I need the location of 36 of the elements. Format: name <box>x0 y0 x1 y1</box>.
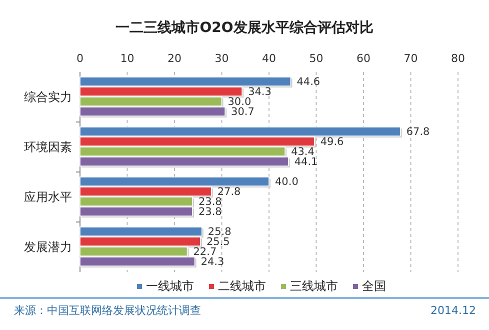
x-tick-label: 40 <box>262 52 276 65</box>
y-tick-label: 应用水平 <box>24 190 72 204</box>
data-label: 34.3 <box>248 86 272 98</box>
legend-label: 一线城市 <box>146 279 194 293</box>
x-tick-label: 20 <box>168 52 182 65</box>
x-tick-label: 10 <box>120 52 134 65</box>
data-label: 44.1 <box>294 156 318 168</box>
legend-label: 二线城市 <box>218 279 266 293</box>
x-tick-label: 80 <box>451 52 465 65</box>
text: 2014.12 <box>430 304 476 317</box>
data-label: 23.8 <box>198 206 222 218</box>
legend-label: 全国 <box>362 279 386 293</box>
data-label: 49.6 <box>320 136 344 148</box>
data-label: 67.8 <box>406 126 430 138</box>
data-label: 27.8 <box>217 186 241 198</box>
x-tick-label: 60 <box>356 52 370 65</box>
data-label: 30.0 <box>228 96 252 108</box>
source-note: 来源：中国互联网络发展状况统计调查 <box>14 304 201 317</box>
chart-title: 一二三线城市O2O发展水平综合评估对比 <box>116 19 374 36</box>
data-label: 25.8 <box>208 226 232 238</box>
y-tick-label: 发展潜力 <box>24 240 72 254</box>
data-label: 30.7 <box>231 106 254 118</box>
data-label: 22.7 <box>193 246 217 258</box>
legend-label: 三线城市 <box>290 279 338 293</box>
x-tick-label: 30 <box>214 52 229 65</box>
data-label: 24.3 <box>200 256 224 268</box>
x-tick-label: 0 <box>76 52 84 65</box>
y-tick-label: 环境因素 <box>24 140 72 154</box>
data-label: 44.6 <box>296 76 320 88</box>
y-tick-label: 综合实力 <box>24 90 72 104</box>
x-tick-label: 50 <box>309 52 324 65</box>
data-label: 23.8 <box>198 196 222 208</box>
data-label: 40.0 <box>275 176 298 188</box>
data-label: 43.4 <box>291 146 315 158</box>
x-tick-label: 70 <box>404 52 418 65</box>
data-label: 25.5 <box>206 236 230 248</box>
